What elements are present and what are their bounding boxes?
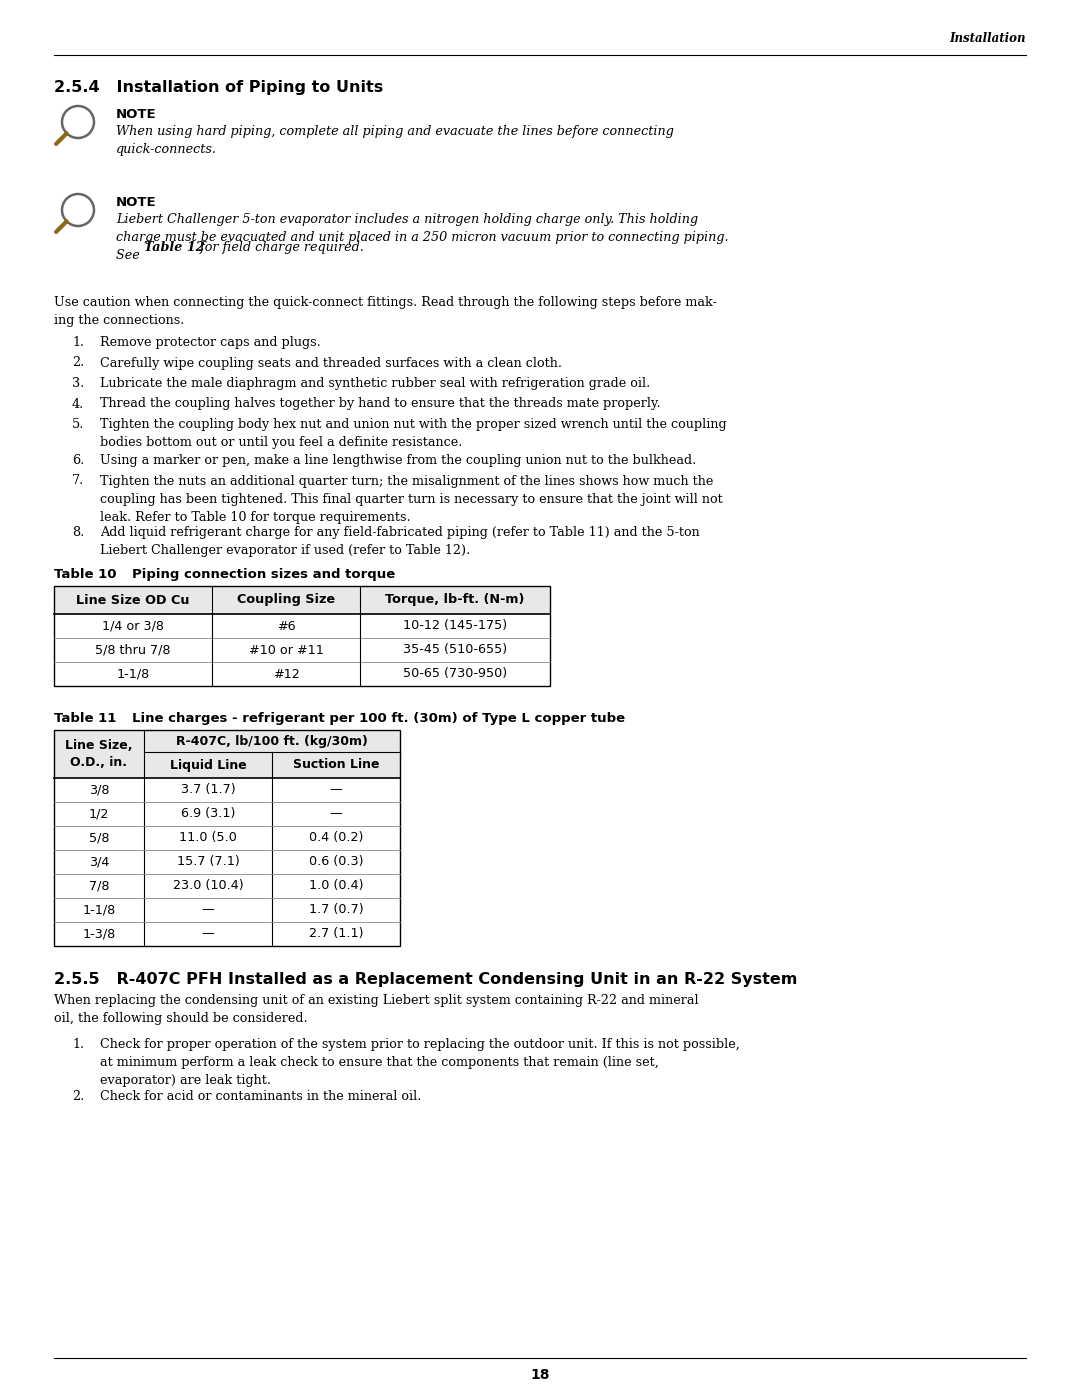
Text: 1-3/8: 1-3/8 [82, 928, 116, 940]
Bar [54, 731, 400, 946]
Text: 11.0 (5.0: 11.0 (5.0 [179, 831, 237, 845]
Text: Table 12: Table 12 [144, 242, 204, 254]
Text: 7.: 7. [72, 475, 84, 488]
Bar [54, 585, 550, 615]
Text: 5/8: 5/8 [89, 831, 109, 845]
Text: 23.0 (10.4): 23.0 (10.4) [173, 880, 243, 893]
Text: #10 or #11: #10 or #11 [248, 644, 323, 657]
Text: 6.: 6. [72, 454, 84, 467]
Text: 35-45 (510-655): 35-45 (510-655) [403, 644, 508, 657]
Text: Tighten the nuts an additional quarter turn; the misalignment of the lines shows: Tighten the nuts an additional quarter t… [100, 475, 723, 524]
Bar [54, 731, 400, 778]
Text: Carefully wipe coupling seats and threaded surfaces with a clean cloth.: Carefully wipe coupling seats and thread… [100, 356, 562, 369]
Text: —: — [329, 784, 342, 796]
Text: Piping connection sizes and torque: Piping connection sizes and torque [132, 569, 395, 581]
Text: 1/2: 1/2 [89, 807, 109, 820]
Text: —: — [202, 904, 214, 916]
Text: 3/8: 3/8 [89, 784, 109, 796]
Text: Lubricate the male diaphragm and synthetic rubber seal with refrigeration grade : Lubricate the male diaphragm and synthet… [100, 377, 650, 390]
Text: Thread the coupling halves together by hand to ensure that the threads mate prop: Thread the coupling halves together by h… [100, 398, 661, 411]
Text: 6.9 (3.1): 6.9 (3.1) [180, 807, 235, 820]
Text: Line Size OD Cu: Line Size OD Cu [77, 594, 190, 606]
Text: 7/8: 7/8 [89, 880, 109, 893]
Text: 1.0 (0.4): 1.0 (0.4) [309, 880, 363, 893]
Text: 1.: 1. [72, 1038, 84, 1051]
Text: Line charges - refrigerant per 100 ft. (30m) of Type L copper tube: Line charges - refrigerant per 100 ft. (… [132, 712, 625, 725]
Text: Liebert Challenger 5-ton evaporator includes a nitrogen holding charge only. Thi: Liebert Challenger 5-ton evaporator incl… [116, 212, 729, 263]
Text: 1/4 or 3/8: 1/4 or 3/8 [102, 619, 164, 633]
Text: 3.7 (1.7): 3.7 (1.7) [180, 784, 235, 796]
Text: Table 10: Table 10 [54, 569, 117, 581]
Text: 3/4: 3/4 [89, 855, 109, 869]
Text: —: — [202, 928, 214, 940]
Text: 0.6 (0.3): 0.6 (0.3) [309, 855, 363, 869]
Text: 2.7 (1.1): 2.7 (1.1) [309, 928, 363, 940]
Text: 2.5.4   Installation of Piping to Units: 2.5.4 Installation of Piping to Units [54, 80, 383, 95]
Text: Liquid Line: Liquid Line [170, 759, 246, 771]
Text: 50-65 (730-950): 50-65 (730-950) [403, 668, 508, 680]
Text: 1.7 (0.7): 1.7 (0.7) [309, 904, 363, 916]
Text: Check for proper operation of the system prior to replacing the outdoor unit. If: Check for proper operation of the system… [100, 1038, 740, 1087]
Text: 2.5.5   R-407C PFH Installed as a Replacement Condensing Unit in an R-22 System: 2.5.5 R-407C PFH Installed as a Replacem… [54, 972, 797, 988]
Text: Table 11: Table 11 [54, 712, 117, 725]
Text: Use caution when connecting the quick-connect fittings. Read through the followi: Use caution when connecting the quick-co… [54, 296, 717, 327]
Text: 4.: 4. [72, 398, 84, 411]
Text: 8.: 8. [72, 527, 84, 539]
Text: 5/8 thru 7/8: 5/8 thru 7/8 [95, 644, 171, 657]
Text: Add liquid refrigerant charge for any field-fabricated piping (refer to Table 11: Add liquid refrigerant charge for any fi… [100, 527, 700, 557]
Text: 1-1/8: 1-1/8 [82, 904, 116, 916]
Text: NOTE: NOTE [116, 108, 157, 122]
Text: NOTE: NOTE [116, 196, 157, 210]
Text: Check for acid or contaminants in the mineral oil.: Check for acid or contaminants in the mi… [100, 1090, 421, 1102]
Text: When replacing the condensing unit of an existing Liebert split system containin: When replacing the condensing unit of an… [54, 995, 699, 1025]
Text: 2.: 2. [72, 356, 84, 369]
Text: 0.4 (0.2): 0.4 (0.2) [309, 831, 363, 845]
Text: #12: #12 [272, 668, 299, 680]
Text: 2.: 2. [72, 1090, 84, 1102]
Text: Line Size,
O.D., in.: Line Size, O.D., in. [65, 739, 133, 768]
Text: 1-1/8: 1-1/8 [117, 668, 150, 680]
Text: for field charge required.: for field charge required. [195, 242, 364, 254]
Text: Using a marker or pen, make a line lengthwise from the coupling union nut to the: Using a marker or pen, make a line lengt… [100, 454, 697, 467]
Text: Tighten the coupling body hex nut and union nut with the proper sized wrench unt: Tighten the coupling body hex nut and un… [100, 418, 727, 448]
Text: —: — [329, 807, 342, 820]
Text: When using hard piping, complete all piping and evacuate the lines before connec: When using hard piping, complete all pip… [116, 124, 674, 156]
Text: 15.7 (7.1): 15.7 (7.1) [177, 855, 240, 869]
Text: #6: #6 [276, 619, 295, 633]
Text: Coupling Size: Coupling Size [237, 594, 335, 606]
Text: Suction Line: Suction Line [293, 759, 379, 771]
Text: 3.: 3. [72, 377, 84, 390]
Text: Torque, lb-ft. (N-m): Torque, lb-ft. (N-m) [386, 594, 525, 606]
Text: Installation: Installation [949, 32, 1026, 45]
Bar [54, 585, 550, 686]
Text: Remove protector caps and plugs.: Remove protector caps and plugs. [100, 337, 321, 349]
Text: 10-12 (145-175): 10-12 (145-175) [403, 619, 508, 633]
Text: 1.: 1. [72, 337, 84, 349]
Text: R-407C, lb/100 ft. (kg/30m): R-407C, lb/100 ft. (kg/30m) [176, 735, 368, 747]
Text: 5.: 5. [72, 418, 84, 432]
Text: 18: 18 [530, 1368, 550, 1382]
